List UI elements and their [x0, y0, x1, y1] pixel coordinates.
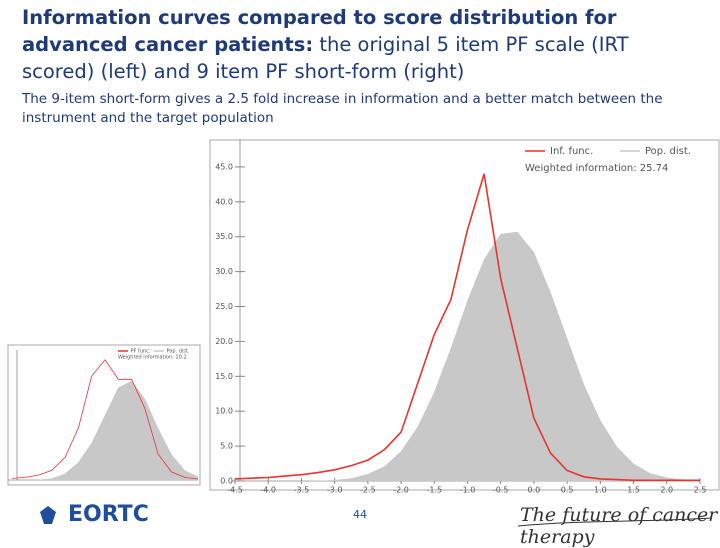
y-tick-label: 20.0 [215, 337, 233, 346]
x-tick-label: 0.5 [561, 486, 574, 495]
y-tick-label: 25.0 [215, 302, 233, 311]
x-tick-label: -1.0 [460, 486, 476, 495]
x-tick-label: 2.5 [694, 486, 707, 495]
y-tick-label: 30.0 [215, 267, 233, 276]
title-rest: the original 5 item PF scale (IRT scored… [22, 33, 629, 83]
legend-label: PF func. [131, 349, 151, 355]
line [234, 173, 700, 482]
y-tick-label: 35.0 [215, 232, 233, 241]
legend-label: Pop. dist. [167, 349, 190, 355]
logo: EORTC [68, 502, 149, 527]
tagline-swoosh [517, 517, 713, 527]
y-tick-label: 5.0 [220, 442, 233, 451]
slide-title: Information curves compared to score dis… [22, 4, 702, 85]
x-tick-label: -1.5 [426, 486, 442, 495]
x-tick-label: -2.0 [393, 486, 409, 495]
x-tick-label: -4.0 [260, 486, 276, 495]
legend-label: Pop. dist. [645, 146, 691, 157]
tagline: The future of cancer therapy [520, 504, 718, 548]
x-tick-label: -3.0 [327, 486, 343, 495]
x-tick-label: 0.0 [528, 486, 541, 495]
annotation: Weighted information: 10.2 [118, 355, 187, 361]
x-tick-label: 1.5 [627, 486, 640, 495]
x-tick-label: -3.5 [294, 486, 310, 495]
y-tick-label: 45.0 [215, 162, 233, 171]
y-tick-label: 15.0 [215, 372, 233, 381]
subtitle: The 9-item short-form gives a 2.5 fold i… [22, 91, 663, 126]
y-tick-label: 10.0 [215, 407, 233, 416]
y-tick-label: 40.0 [215, 197, 233, 206]
page-number: 44 [353, 508, 367, 521]
legend-label: Inf. func. [550, 146, 593, 157]
x-tick-label: 2.0 [660, 486, 673, 495]
area [12, 380, 198, 480]
x-tick-label: -2.5 [360, 486, 376, 495]
x-tick-label: 1.0 [594, 486, 607, 495]
y-tick-label: 0.0 [220, 477, 233, 486]
annotation: Weighted information: 25.74 [525, 163, 668, 174]
area [235, 231, 700, 481]
title-bold: Information curves compared to score dis… [22, 6, 617, 56]
x-tick-label: -0.5 [493, 486, 509, 495]
logo-icon [40, 506, 56, 524]
x-tick-label: -4.5 [227, 486, 243, 495]
line [11, 359, 199, 480]
